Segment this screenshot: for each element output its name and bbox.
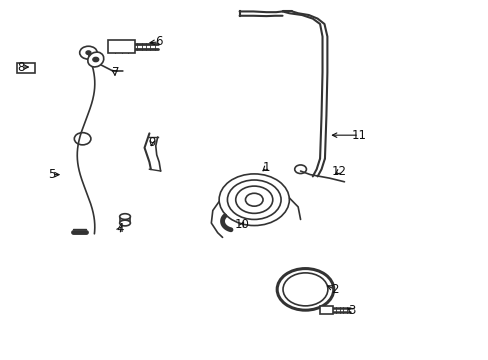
Circle shape <box>93 57 99 62</box>
FancyBboxPatch shape <box>108 40 135 53</box>
Text: 12: 12 <box>331 165 346 177</box>
Bar <box>17 63 35 73</box>
Text: 1: 1 <box>262 161 270 174</box>
Ellipse shape <box>120 220 130 226</box>
Text: 4: 4 <box>116 222 123 235</box>
Ellipse shape <box>120 214 130 220</box>
Text: 9: 9 <box>148 136 155 149</box>
Circle shape <box>86 51 91 54</box>
Text: 5: 5 <box>48 168 56 181</box>
Text: 8: 8 <box>18 60 25 73</box>
Text: 2: 2 <box>330 283 338 296</box>
Text: 7: 7 <box>111 66 119 79</box>
Text: 11: 11 <box>351 129 366 142</box>
Text: 6: 6 <box>155 35 163 49</box>
Ellipse shape <box>88 52 103 67</box>
Text: 3: 3 <box>347 305 355 318</box>
Bar <box>319 306 332 314</box>
Text: 10: 10 <box>234 218 249 231</box>
